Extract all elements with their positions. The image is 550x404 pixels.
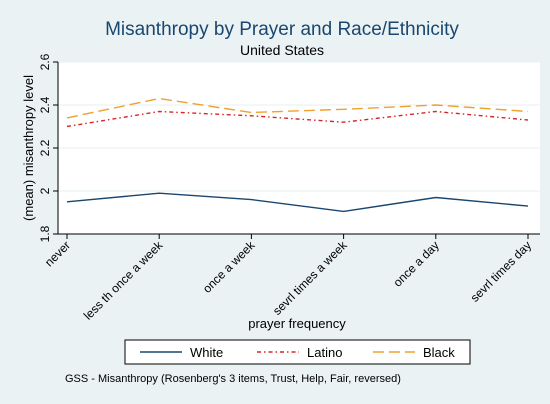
x-tick-label-less-th-once-a-week: less th once a week (81, 238, 166, 323)
legend-label-white: White (190, 345, 223, 360)
y-tick-label: 2.4 (38, 96, 52, 113)
x-axis-label: prayer frequency (248, 316, 346, 331)
y-tick-label: 2.6 (38, 53, 52, 70)
x-tick-label-once-a-day: once a day (391, 238, 442, 289)
y-tick-label: 1.8 (38, 225, 52, 242)
legend-label-latino: Latino (307, 345, 342, 360)
y-axis-label: (mean) misanthropy level (21, 75, 36, 221)
x-tick-label-once-a-week: once a week (200, 238, 258, 296)
y-tick-label: 2.2 (38, 139, 52, 156)
chart-subtitle: United States (240, 42, 324, 58)
series-line-black (66, 97, 529, 119)
chart-title: Misanthropy by Prayer and Race/Ethnicity (105, 19, 459, 40)
legend-label-black: Black (423, 345, 455, 360)
series-line-white (66, 192, 529, 213)
chart-note: GSS - Misanthropy (Rosenberg's 3 items, … (65, 373, 401, 385)
x-tick-label-sevrl-times-a-week: sevrl times a week (270, 238, 350, 318)
series-line-latino (66, 110, 529, 128)
y-tick-label: 2 (38, 187, 52, 194)
x-tick-label-sevrl-times-day: sevrl times day (468, 238, 534, 304)
